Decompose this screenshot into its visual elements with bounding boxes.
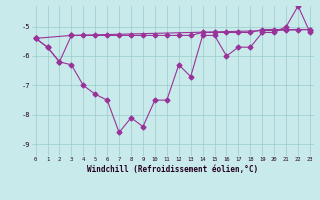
X-axis label: Windchill (Refroidissement éolien,°C): Windchill (Refroidissement éolien,°C) [87, 165, 258, 174]
